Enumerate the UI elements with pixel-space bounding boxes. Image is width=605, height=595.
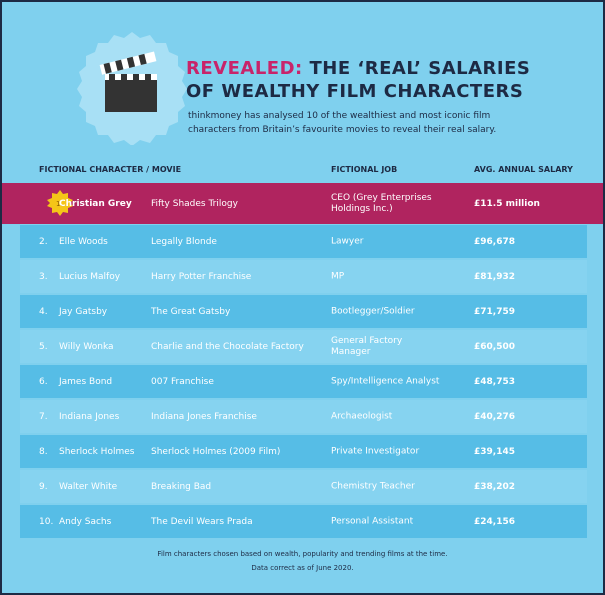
subtitle: thinkmoney has analysed 10 of the wealth… [188,111,491,121]
rank: 7. [39,411,48,422]
salary: £71,759 [474,306,515,317]
character: Lucius Malfoy [59,271,121,282]
job: Archaeologist [331,411,393,421]
salary: £81,932 [474,271,515,282]
job: Personal Assistant [331,516,414,526]
table-row: 7. Indiana Jones Indiana Jones Franchise Ar… [20,400,587,433]
salary: £96,678 [474,236,515,247]
table-row: 8. Sherlock Holmes Sherlock Holmes (2009 F… [20,435,587,468]
movie: Harry Potter Franchise [151,271,252,282]
character: Elle Woods [59,236,108,247]
job: Private Investigator [331,446,420,456]
table-row: 9. Walter White Breaking Bad Chemistry Teac… [20,470,587,503]
rank: 9. [39,481,48,492]
rank: 4. [39,306,48,317]
column-header: AVG. ANNUAL SALARY [474,165,573,174]
movie: Fifty Shades Trilogy [151,198,238,209]
rank: 5. [39,341,48,352]
footnote: Data correct as of June 2020. [251,564,354,572]
movie: Charlie and the Chocolate Factory [151,341,304,352]
title-highlight: REVEALED: [186,58,303,79]
movie: 007 Franchise [151,376,214,387]
rank: 3. [39,271,48,282]
job: Chemistry Teacher [331,481,415,491]
footnote: Film characters chosen based on wealth, … [157,550,448,558]
clapper-badge [77,32,187,145]
table-row: 5. Willy Wonka Charlie and the Chocolate F… [20,330,587,363]
table-row: 2. Elle Woods Legally Blonde Lawyer £96,678 [20,225,587,258]
character: James Bond [59,376,113,387]
character: Indiana Jones [59,411,120,422]
title-text: THE ‘REAL’ SALARIES [309,58,531,79]
character: Willy Wonka [59,341,114,352]
job: Bootlegger/Soldier [331,306,415,316]
table-row: 1. Christian Grey Fifty Shades Trilogy CEO … [2,183,603,224]
rank: 10. [39,516,54,527]
title: OF WEALTHY FILM CHARACTERS [186,81,524,102]
rank: 8. [39,446,48,457]
table-row: 3. Lucius Malfoy Harry Potter Franchise MP £… [20,260,587,293]
movie: Indiana Jones Franchise [151,411,257,422]
character: Andy Sachs [59,516,112,527]
salary: £60,500 [474,341,515,352]
table-row: 4. Jay Gatsby The Great Gatsby Bootlegger/S… [20,295,587,328]
character: Walter White [59,481,118,492]
character: Sherlock Holmes [59,446,135,457]
table-row: 6. James Bond 007 Franchise Spy/Intelligenc… [20,365,587,398]
job: MP [331,271,345,281]
salary: £11.5 million [474,198,540,209]
salary: £38,202 [474,481,515,492]
movie: Legally Blonde [151,236,217,247]
character: Jay Gatsby [59,306,108,317]
character: Christian Grey [59,198,132,209]
salary: £40,276 [474,411,515,422]
job: CEO (Grey Enterprises Holdings Inc.) [331,192,432,214]
column-header: FICTIONAL JOB [331,165,398,174]
movie: Sherlock Holmes (2009 Film) [151,446,281,457]
rank: 2. [39,236,48,247]
rank: 6. [39,376,48,387]
job: Spy/Intelligence Analyst [331,376,440,386]
salary: £39,145 [474,446,515,457]
salary: £24,156 [474,516,515,527]
rank: 1. [56,199,63,208]
gold-badge [47,190,73,216]
movie: The Great Gatsby [151,306,231,317]
table-row: 10. Andy Sachs The Devil Wears Prada Person… [20,505,587,538]
title: REVEALED: THE ‘REAL’ SALARIES [186,58,530,79]
salary: £48,753 [474,376,515,387]
job: Lawyer [331,236,364,246]
subtitle: characters from Britain’s favourite movi… [188,125,497,135]
movie: The Devil Wears Prada [151,516,253,527]
movie: Breaking Bad [151,481,212,492]
column-header: FICTIONAL CHARACTER / MOVIE [39,165,182,174]
job: General Factory Manager [331,335,403,357]
